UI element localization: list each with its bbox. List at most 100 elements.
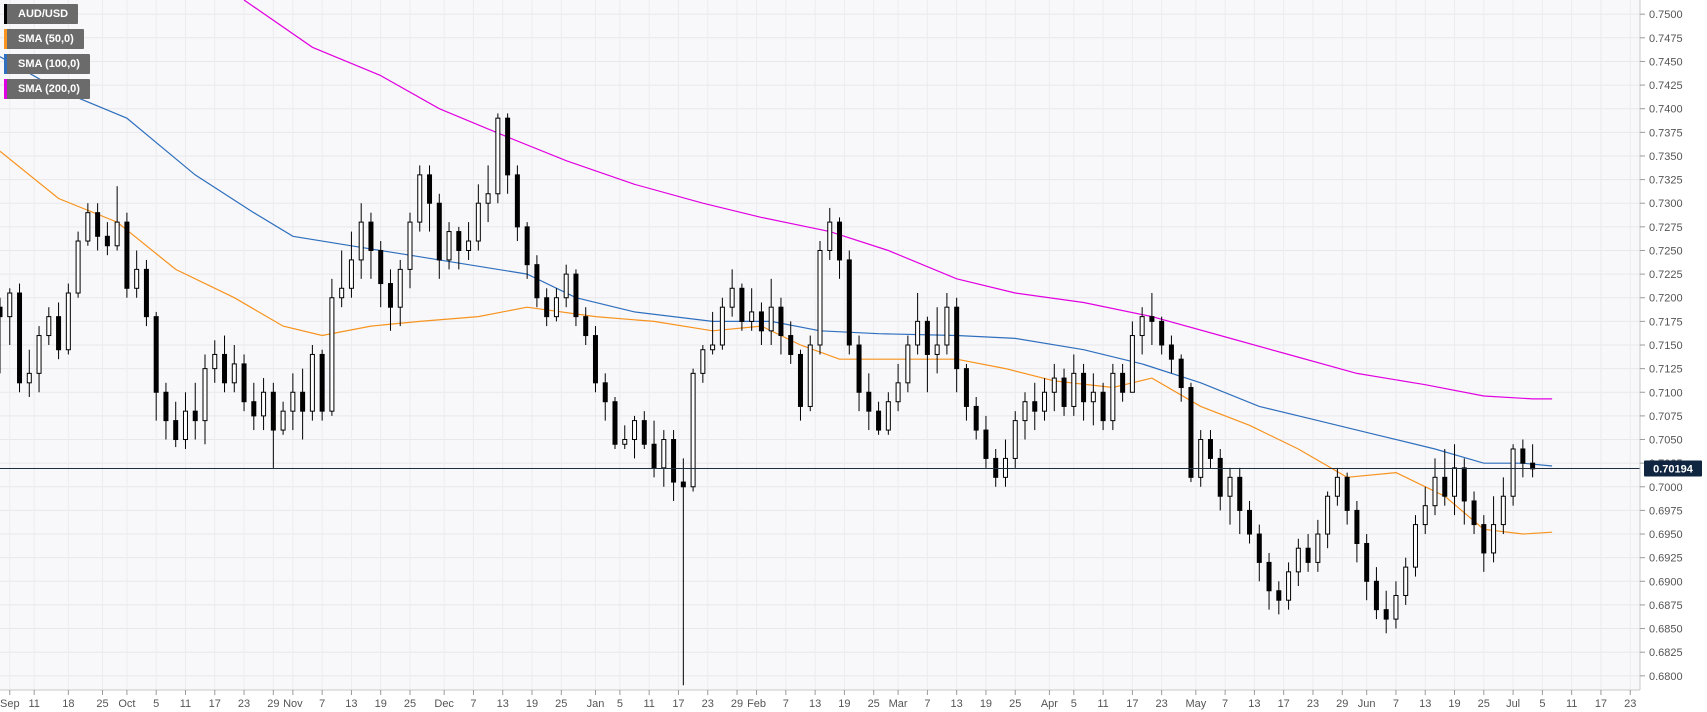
x-tick-label: 18: [62, 698, 74, 710]
x-tick-label: Feb: [747, 698, 766, 710]
y-tick-label: 0.7375: [1649, 127, 1683, 139]
candle-bullish: [1315, 533, 1321, 563]
candle-bullish: [1510, 448, 1516, 497]
candle-bullish: [417, 174, 423, 223]
candle-bearish: [963, 368, 969, 407]
legend-swatch: [4, 29, 7, 49]
candle-bearish: [456, 231, 462, 251]
y-tick-label: 0.7425: [1649, 80, 1683, 92]
x-tick-label: 11: [643, 698, 654, 710]
candle-bullish: [65, 292, 71, 351]
y-tick-label: 0.7350: [1649, 151, 1683, 163]
candle-bearish: [1149, 316, 1155, 322]
y-tick-label: 0.7250: [1649, 245, 1683, 257]
y-tick-label: 0.6825: [1649, 647, 1683, 659]
x-tick-label: 5: [153, 698, 159, 710]
grid: [0, 0, 1640, 690]
candle-bullish: [231, 363, 237, 384]
candle-bearish: [1461, 467, 1467, 502]
legend-item[interactable]: SMA (50,0): [4, 29, 84, 49]
candle-bearish: [270, 391, 276, 431]
candle-bearish: [856, 344, 862, 393]
x-tick-label: 25: [555, 698, 567, 710]
candle-bearish: [1032, 401, 1038, 412]
x-tick-label: 17: [1278, 698, 1290, 710]
legend-item[interactable]: AUD/USD: [4, 4, 79, 24]
candle-bearish: [17, 292, 23, 384]
candle-bullish: [934, 344, 940, 355]
x-tick-label: 19: [838, 698, 850, 710]
candle-bullish: [36, 335, 42, 374]
candle-bullish: [710, 344, 716, 351]
candle-bearish: [1237, 476, 1243, 511]
candle-bearish: [651, 443, 657, 469]
legend-item[interactable]: SMA (200,0): [4, 79, 90, 99]
candle-bullish: [1403, 566, 1409, 596]
candle-bullish: [329, 297, 335, 412]
candle-bearish: [602, 382, 608, 403]
candle-bullish: [895, 382, 901, 403]
candle-bearish: [1266, 561, 1272, 592]
x-tick-label: Sep: [0, 698, 20, 710]
legend-item[interactable]: SMA (100,0): [4, 54, 90, 74]
candle-bullish: [1432, 476, 1438, 507]
candle-bullish: [661, 439, 667, 469]
candle-bearish: [192, 410, 198, 422]
candle-bullish: [202, 368, 208, 422]
candle-bearish: [954, 306, 960, 370]
x-tick-label: 23: [1624, 698, 1636, 710]
y-tick-label: 0.6850: [1649, 624, 1683, 636]
candle-bullish: [1422, 505, 1428, 526]
candle-bearish: [143, 268, 149, 318]
candle-bullish: [1227, 476, 1233, 497]
y-tick-label: 0.7125: [1649, 364, 1683, 376]
candle-bearish: [1520, 448, 1526, 464]
candle-bearish: [0, 306, 3, 318]
legend-swatch: [4, 54, 7, 74]
candle-bearish: [1120, 372, 1126, 393]
candle-bearish: [1081, 372, 1087, 403]
candle-bullish: [885, 401, 891, 431]
x-tick-label: Nov: [283, 698, 303, 710]
candle-bullish: [1334, 476, 1340, 497]
candle-bullish: [446, 231, 452, 261]
candle-bearish: [1217, 457, 1223, 497]
x-tick-label: 23: [702, 698, 714, 710]
candle-bearish: [222, 353, 228, 384]
candle-bullish: [1090, 391, 1096, 403]
candle-bullish: [719, 306, 725, 346]
candle-bearish: [1247, 509, 1253, 535]
candle-bearish: [1305, 547, 1311, 563]
legend-label: SMA (50,0): [18, 33, 74, 45]
candle-bullish: [397, 268, 403, 308]
candle-bullish: [729, 287, 735, 308]
x-tick-label: 13: [497, 698, 509, 710]
candle-bearish: [641, 420, 647, 445]
candle-bearish: [573, 273, 579, 318]
candle-bullish: [495, 117, 501, 195]
candle-bearish: [612, 401, 618, 445]
candle-bearish: [1383, 609, 1389, 620]
x-tick-label: 5: [1539, 698, 1545, 710]
legend-swatch: [4, 79, 7, 99]
candle-bullish: [622, 439, 628, 445]
y-tick-label: 0.6800: [1649, 671, 1683, 683]
candle-bearish: [1256, 533, 1262, 563]
x-tick-label: 25: [404, 698, 416, 710]
x-tick-label: 19: [1448, 698, 1460, 710]
x-tick-label: 7: [319, 698, 325, 710]
candle-bearish: [1364, 542, 1370, 582]
candle-bearish: [1481, 524, 1487, 554]
candle-bearish: [534, 264, 540, 299]
x-tick-label: 11: [1097, 698, 1108, 710]
x-tick-label: 7: [470, 698, 476, 710]
x-tick-label: 11: [28, 698, 39, 710]
legend-label: SMA (100,0): [18, 58, 80, 70]
candle-bearish: [173, 420, 179, 441]
candle-bearish: [680, 481, 686, 488]
legend-label: SMA (200,0): [18, 83, 80, 95]
y-tick-label: 0.7300: [1649, 198, 1683, 210]
candle-bearish: [993, 457, 999, 478]
y-tick-label: 0.7325: [1649, 175, 1683, 187]
candle-bullish: [1042, 391, 1048, 412]
